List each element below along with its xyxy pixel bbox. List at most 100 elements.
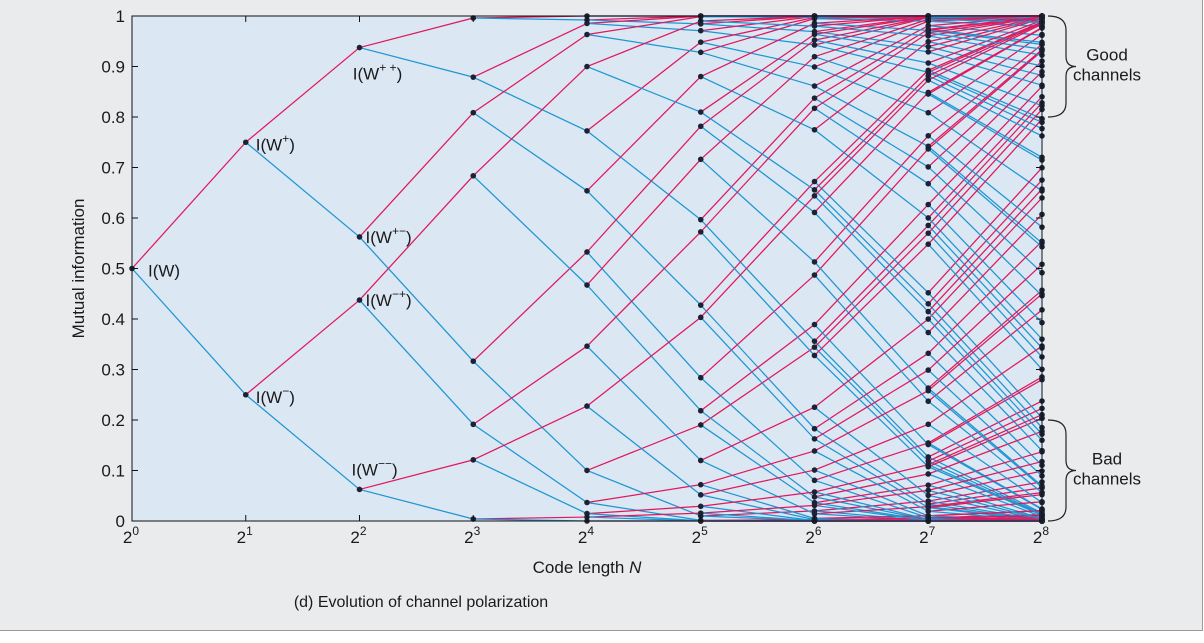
data-point xyxy=(470,172,477,179)
minus-branch-line xyxy=(359,236,474,362)
plus-branch-line xyxy=(814,318,929,408)
plus-branch-line xyxy=(814,515,929,520)
plus-branch-line xyxy=(586,20,701,68)
data-point xyxy=(925,504,932,511)
minus-branch-line xyxy=(700,512,815,522)
minus-branch-line xyxy=(700,316,815,440)
x-tick-label: 20 xyxy=(123,524,139,547)
plus-branch-line xyxy=(472,33,588,114)
minus-branch-line xyxy=(814,129,929,219)
minus-branch-line xyxy=(928,16,1043,18)
data-point xyxy=(925,67,932,74)
bracket-label: channels xyxy=(1073,66,1141,85)
minus-branch-line xyxy=(700,30,815,46)
x-tick-label: 28 xyxy=(1033,524,1049,547)
minus-branch-line xyxy=(928,32,1043,50)
plus-branch-line xyxy=(814,224,929,342)
data-point xyxy=(811,272,818,278)
minus-branch-line xyxy=(359,299,474,425)
data-point xyxy=(811,477,818,484)
minus-branch-line xyxy=(814,479,929,519)
data-point xyxy=(925,49,932,55)
data-point xyxy=(470,457,477,463)
data-point xyxy=(470,358,477,365)
plus-branch-line xyxy=(700,406,815,462)
data-point xyxy=(925,350,932,357)
data-point xyxy=(811,31,818,38)
y-tick-label: 1 xyxy=(116,7,125,26)
minus-branch-line xyxy=(927,243,1043,370)
minus-branch-line xyxy=(928,466,1043,516)
minus-branch-line xyxy=(473,17,588,21)
minus-branch-line xyxy=(700,51,815,87)
data-point xyxy=(925,421,932,428)
data-point xyxy=(811,23,818,29)
y-tick-label: 0.6 xyxy=(101,209,125,228)
annotations: I(W) I(W+) I(W−) I(W+ +) I(W+−) I(W−+) I(W−−) xyxy=(148,61,412,480)
minus-branch-line xyxy=(586,130,702,221)
plus-branch-line xyxy=(814,352,929,430)
y-tick-label: 0.4 xyxy=(101,310,125,329)
plus-branch-line xyxy=(927,263,1043,371)
minus-branch-line xyxy=(814,274,929,402)
plus-branch-line xyxy=(927,108,1043,234)
plus-branch-line xyxy=(700,56,815,160)
minus-branch-line xyxy=(472,423,588,504)
plus-branch-line xyxy=(586,316,702,407)
x-axis-title: Code length N xyxy=(533,558,642,577)
data-point xyxy=(811,448,818,454)
plus-branch-line xyxy=(927,118,1043,245)
plus-branch-line xyxy=(814,32,929,109)
plus-branch-line xyxy=(927,345,1043,425)
plus-branch-line xyxy=(131,141,247,269)
data-point xyxy=(697,123,704,130)
data-point xyxy=(925,146,932,152)
plus-branch-line xyxy=(928,451,1043,486)
data-point xyxy=(697,27,704,34)
data-point xyxy=(811,126,818,133)
y-axis-title: Mutual information xyxy=(69,199,88,339)
plus-branch-line xyxy=(928,19,1043,64)
plus-branch-line xyxy=(927,188,1043,313)
plus-branch-line xyxy=(359,459,474,491)
data-point xyxy=(584,282,590,288)
plus-branch-line xyxy=(700,491,815,507)
plus-branch-line xyxy=(927,23,1043,81)
minus-branch-line xyxy=(928,69,1043,120)
data-point xyxy=(811,494,818,500)
plus-branch-line xyxy=(700,97,815,221)
data-point xyxy=(811,510,818,517)
plus-branch-line xyxy=(814,25,929,87)
data-point xyxy=(697,374,704,381)
plus-branch-line xyxy=(586,16,701,36)
minus-branch-line xyxy=(700,20,815,27)
plus-branch-line xyxy=(927,309,1043,402)
plus-branch-line xyxy=(814,79,929,197)
minus-branch-line xyxy=(472,112,588,192)
minus-branch-line xyxy=(927,311,1043,435)
minus-branch-line xyxy=(927,303,1043,429)
plus-branch-line xyxy=(586,41,702,132)
x-tick-label: 26 xyxy=(805,524,821,547)
data-point xyxy=(470,421,477,428)
axes: 0 0.1 0.2 0.3 0.4 0.5 0.6 0.7 0.8 0.9 1 20 21 22 23 24 2… xyxy=(101,7,1049,547)
minus-branch-line xyxy=(927,91,1043,158)
plus-branch-line xyxy=(359,17,474,49)
data-point xyxy=(925,201,932,208)
x-axis-title-var: N xyxy=(629,558,642,577)
plus-branch-line xyxy=(928,17,1043,48)
plus-branch-line xyxy=(586,424,701,472)
data-point xyxy=(811,489,818,495)
data-point xyxy=(925,132,932,139)
plus-branch-line xyxy=(814,489,929,507)
plus-branch-line xyxy=(586,76,702,192)
plus-branch-line xyxy=(586,512,701,518)
data-point xyxy=(584,467,590,474)
annotation-label: I(W+ +) xyxy=(353,61,402,84)
plus-branch-line xyxy=(586,125,702,253)
plus-branch-line xyxy=(814,92,929,213)
plus-branch-line xyxy=(814,28,929,99)
minus-branch-line xyxy=(700,505,815,522)
plus-branch-line xyxy=(814,390,929,452)
minus-branch-line xyxy=(927,217,1043,340)
